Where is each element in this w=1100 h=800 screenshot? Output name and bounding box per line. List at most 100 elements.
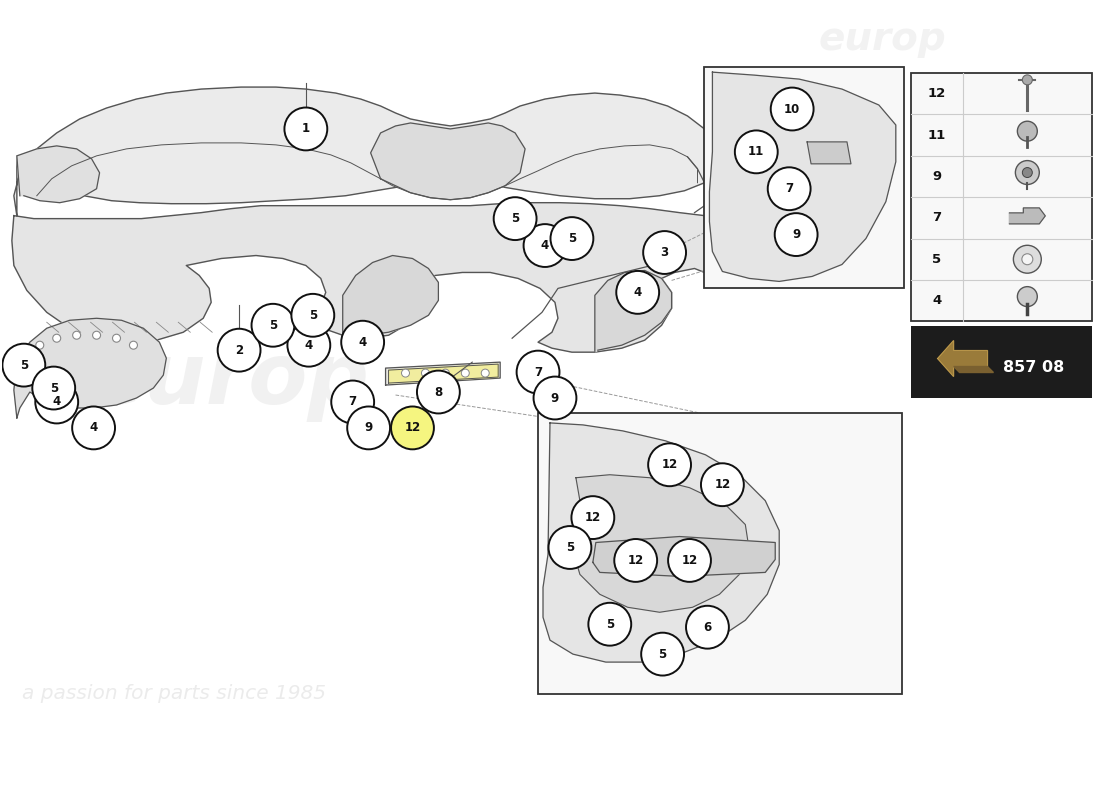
Circle shape bbox=[341, 321, 384, 364]
Circle shape bbox=[252, 304, 295, 346]
Circle shape bbox=[1022, 254, 1033, 265]
Circle shape bbox=[1018, 122, 1037, 141]
Text: 2: 2 bbox=[235, 344, 243, 357]
Circle shape bbox=[1018, 286, 1037, 306]
Circle shape bbox=[1022, 75, 1032, 85]
Circle shape bbox=[92, 331, 100, 339]
Text: 857 08: 857 08 bbox=[1003, 360, 1065, 375]
Text: 9: 9 bbox=[364, 422, 373, 434]
Circle shape bbox=[768, 167, 811, 210]
Text: 11: 11 bbox=[748, 146, 764, 158]
Polygon shape bbox=[371, 123, 525, 200]
Bar bbox=[704, 67, 904, 288]
Text: 5: 5 bbox=[268, 318, 277, 332]
Polygon shape bbox=[710, 72, 895, 282]
Circle shape bbox=[701, 463, 744, 506]
Text: 12: 12 bbox=[714, 478, 730, 491]
Circle shape bbox=[614, 539, 657, 582]
Text: 5: 5 bbox=[659, 648, 667, 661]
Circle shape bbox=[402, 369, 409, 377]
Circle shape bbox=[53, 334, 60, 342]
Circle shape bbox=[2, 344, 45, 386]
Circle shape bbox=[550, 217, 593, 260]
Text: 5: 5 bbox=[309, 309, 317, 322]
Circle shape bbox=[461, 369, 470, 377]
Text: 9: 9 bbox=[932, 170, 942, 183]
Polygon shape bbox=[543, 423, 779, 662]
Text: 12: 12 bbox=[681, 554, 697, 567]
Polygon shape bbox=[388, 364, 498, 383]
Bar bbox=[911, 73, 1092, 322]
Text: 7: 7 bbox=[932, 211, 942, 224]
Text: 5: 5 bbox=[565, 541, 574, 554]
Polygon shape bbox=[937, 341, 988, 377]
Circle shape bbox=[292, 294, 334, 337]
Text: 12: 12 bbox=[585, 511, 601, 524]
Text: 4: 4 bbox=[541, 239, 549, 252]
Polygon shape bbox=[1010, 208, 1045, 224]
Bar bbox=[911, 326, 1092, 398]
Circle shape bbox=[1022, 167, 1032, 178]
Circle shape bbox=[616, 271, 659, 314]
Text: 5: 5 bbox=[512, 212, 519, 225]
Text: 10: 10 bbox=[784, 102, 801, 115]
Circle shape bbox=[1015, 161, 1040, 185]
Circle shape bbox=[441, 369, 450, 377]
Circle shape bbox=[549, 526, 592, 569]
Text: 7: 7 bbox=[534, 366, 542, 378]
Circle shape bbox=[735, 130, 778, 174]
Circle shape bbox=[644, 231, 686, 274]
Polygon shape bbox=[12, 202, 704, 352]
Text: 4: 4 bbox=[89, 422, 98, 434]
Circle shape bbox=[641, 633, 684, 675]
Text: 4: 4 bbox=[305, 338, 314, 352]
Circle shape bbox=[35, 381, 78, 423]
Polygon shape bbox=[807, 142, 851, 164]
Polygon shape bbox=[593, 537, 776, 576]
Text: 4: 4 bbox=[53, 395, 60, 409]
Circle shape bbox=[348, 406, 390, 450]
Text: a passion for parts since 1985: a passion for parts since 1985 bbox=[22, 685, 326, 703]
Text: europ: europ bbox=[820, 20, 947, 58]
Circle shape bbox=[112, 334, 121, 342]
Text: 7: 7 bbox=[785, 182, 793, 195]
Text: 5: 5 bbox=[932, 253, 942, 266]
Circle shape bbox=[73, 406, 116, 450]
Circle shape bbox=[774, 213, 817, 256]
Polygon shape bbox=[954, 366, 993, 373]
Text: 8: 8 bbox=[434, 386, 442, 398]
Circle shape bbox=[481, 369, 490, 377]
Circle shape bbox=[494, 198, 537, 240]
Text: 12: 12 bbox=[661, 458, 678, 471]
Circle shape bbox=[421, 369, 429, 377]
Circle shape bbox=[771, 87, 814, 130]
Circle shape bbox=[571, 496, 614, 539]
Circle shape bbox=[588, 602, 631, 646]
Circle shape bbox=[534, 377, 576, 419]
Circle shape bbox=[686, 606, 729, 649]
Text: 6: 6 bbox=[703, 621, 712, 634]
Circle shape bbox=[524, 224, 567, 267]
Circle shape bbox=[285, 107, 328, 150]
Polygon shape bbox=[573, 474, 749, 612]
Circle shape bbox=[331, 381, 374, 423]
Circle shape bbox=[1013, 246, 1042, 273]
Text: since 1985: since 1985 bbox=[779, 79, 901, 99]
Text: 12: 12 bbox=[927, 87, 946, 100]
Circle shape bbox=[648, 443, 691, 486]
Text: 7: 7 bbox=[349, 395, 356, 409]
Bar bbox=[538, 413, 902, 694]
Text: 11: 11 bbox=[927, 129, 946, 142]
Circle shape bbox=[287, 324, 330, 366]
Text: 9: 9 bbox=[792, 228, 801, 241]
Text: 5: 5 bbox=[568, 232, 576, 245]
Text: 4: 4 bbox=[932, 294, 942, 307]
Text: 5: 5 bbox=[606, 618, 614, 630]
Text: 3: 3 bbox=[660, 246, 669, 259]
Polygon shape bbox=[16, 146, 100, 202]
Text: 9: 9 bbox=[551, 391, 559, 405]
Text: 4: 4 bbox=[634, 286, 641, 299]
Polygon shape bbox=[595, 270, 672, 352]
Polygon shape bbox=[14, 318, 166, 418]
Text: 12: 12 bbox=[405, 422, 420, 434]
